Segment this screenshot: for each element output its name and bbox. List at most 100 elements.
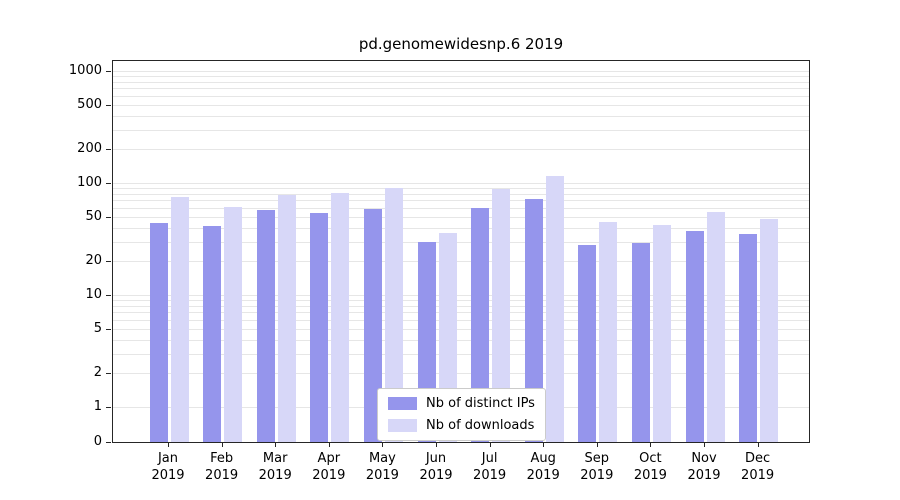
y-tick-mark bbox=[106, 216, 111, 218]
gridline bbox=[113, 71, 809, 72]
x-tick-label: Jun 2019 bbox=[419, 451, 453, 483]
x-tick-mark bbox=[436, 443, 437, 447]
gridline bbox=[113, 241, 809, 243]
legend: Nb of distinct IPs Nb of downloads bbox=[377, 388, 546, 441]
legend-label: Nb of distinct IPs bbox=[426, 396, 535, 411]
legend-label: Nb of downloads bbox=[426, 418, 535, 433]
bar-distinct-ips bbox=[310, 213, 329, 442]
y-tick-label: 20 bbox=[85, 253, 102, 269]
gridline bbox=[113, 261, 809, 263]
bar-distinct-ips bbox=[739, 234, 758, 442]
y-tick-mark bbox=[106, 71, 111, 72]
gridline bbox=[113, 305, 809, 307]
bar-downloads bbox=[224, 207, 243, 442]
y-tick-label: 0 bbox=[93, 434, 102, 449]
x-tick-label: Jan 2019 bbox=[151, 451, 185, 483]
gridline bbox=[113, 207, 809, 209]
bar-downloads bbox=[545, 176, 564, 442]
x-tick-mark bbox=[650, 443, 652, 447]
gridline bbox=[113, 200, 809, 202]
bar-downloads bbox=[492, 188, 511, 442]
gridline bbox=[113, 328, 809, 330]
bar-downloads bbox=[170, 197, 189, 442]
gridline bbox=[113, 88, 809, 90]
gridline bbox=[113, 81, 809, 83]
y-tick-mark bbox=[106, 373, 111, 375]
bar-distinct-ips bbox=[685, 231, 704, 442]
y-tick-label: 1000 bbox=[68, 63, 102, 78]
x-tick-mark bbox=[275, 443, 277, 447]
y-tick-mark bbox=[106, 407, 111, 408]
bar-distinct-ips bbox=[524, 199, 543, 442]
bar-downloads bbox=[652, 225, 671, 442]
gridline bbox=[113, 353, 809, 355]
y-tick-label: 5 bbox=[93, 320, 102, 336]
legend-swatch bbox=[388, 419, 417, 432]
bar-distinct-ips bbox=[631, 243, 650, 442]
bar-downloads bbox=[384, 187, 403, 442]
gridline bbox=[113, 115, 809, 117]
x-tick-mark bbox=[704, 443, 705, 447]
y-tick-mark bbox=[106, 261, 111, 263]
y-tick-mark bbox=[106, 149, 111, 151]
gridline bbox=[113, 312, 809, 314]
y-tick-mark bbox=[106, 295, 111, 296]
legend-row: Nb of downloads bbox=[388, 418, 535, 433]
x-tick-mark bbox=[757, 443, 759, 447]
legend-row: Nb of distinct IPs bbox=[388, 396, 535, 411]
gridline bbox=[113, 193, 809, 195]
y-tick-mark bbox=[106, 328, 111, 330]
bar-distinct-ips bbox=[578, 244, 597, 442]
x-tick-label: Dec 2019 bbox=[741, 451, 775, 483]
gridline bbox=[113, 149, 809, 151]
gridline bbox=[113, 373, 809, 375]
gridline bbox=[113, 339, 809, 341]
gridline bbox=[113, 104, 809, 106]
gridline bbox=[113, 216, 809, 218]
bar-downloads bbox=[706, 212, 725, 442]
y-tick-mark bbox=[106, 183, 111, 184]
gridline bbox=[113, 95, 809, 97]
gridline bbox=[113, 295, 809, 296]
y-tick-label: 10 bbox=[85, 287, 102, 302]
x-tick-label: Oct 2019 bbox=[633, 451, 667, 483]
x-tick-label: Mar 2019 bbox=[258, 451, 292, 483]
gridline bbox=[113, 300, 809, 302]
y-tick-mark bbox=[106, 104, 111, 106]
bar-distinct-ips bbox=[363, 208, 382, 442]
bar-downloads bbox=[599, 221, 618, 442]
gridline bbox=[113, 76, 809, 78]
bar-downloads bbox=[277, 194, 296, 442]
y-tick-label: 500 bbox=[77, 96, 102, 112]
gridline bbox=[113, 129, 809, 131]
chart-title: pd.genomewidesnp.6 2019 bbox=[358, 35, 564, 53]
bar-downloads bbox=[760, 218, 779, 442]
x-tick-label: Jul 2019 bbox=[473, 451, 507, 483]
x-tick-mark bbox=[596, 443, 598, 447]
legend-swatch bbox=[388, 397, 417, 410]
x-tick-label: Sep 2019 bbox=[580, 451, 614, 483]
y-tick-label: 2 bbox=[93, 365, 102, 381]
bar-distinct-ips bbox=[256, 210, 275, 442]
y-tick-label: 100 bbox=[77, 175, 102, 190]
gridline bbox=[113, 319, 809, 321]
bar-downloads bbox=[331, 192, 350, 442]
y-tick-label: 1 bbox=[93, 399, 102, 414]
x-tick-label: May 2019 bbox=[365, 451, 399, 483]
x-tick-mark bbox=[221, 443, 223, 447]
y-tick-label: 50 bbox=[85, 208, 102, 224]
y-tick-label: 200 bbox=[77, 141, 102, 157]
x-tick-mark bbox=[489, 443, 491, 447]
plot-area bbox=[112, 60, 810, 443]
bar-distinct-ips bbox=[203, 226, 222, 442]
x-tick-label: Aug 2019 bbox=[526, 451, 560, 483]
x-tick-label: Nov 2019 bbox=[687, 451, 721, 483]
bar-distinct-ips bbox=[471, 207, 490, 442]
gridline bbox=[113, 183, 809, 184]
bar-distinct-ips bbox=[149, 222, 168, 442]
y-tick-mark bbox=[106, 442, 111, 443]
x-tick-label: Apr 2019 bbox=[312, 451, 346, 483]
x-tick-mark bbox=[543, 443, 545, 447]
x-tick-mark bbox=[168, 443, 169, 447]
